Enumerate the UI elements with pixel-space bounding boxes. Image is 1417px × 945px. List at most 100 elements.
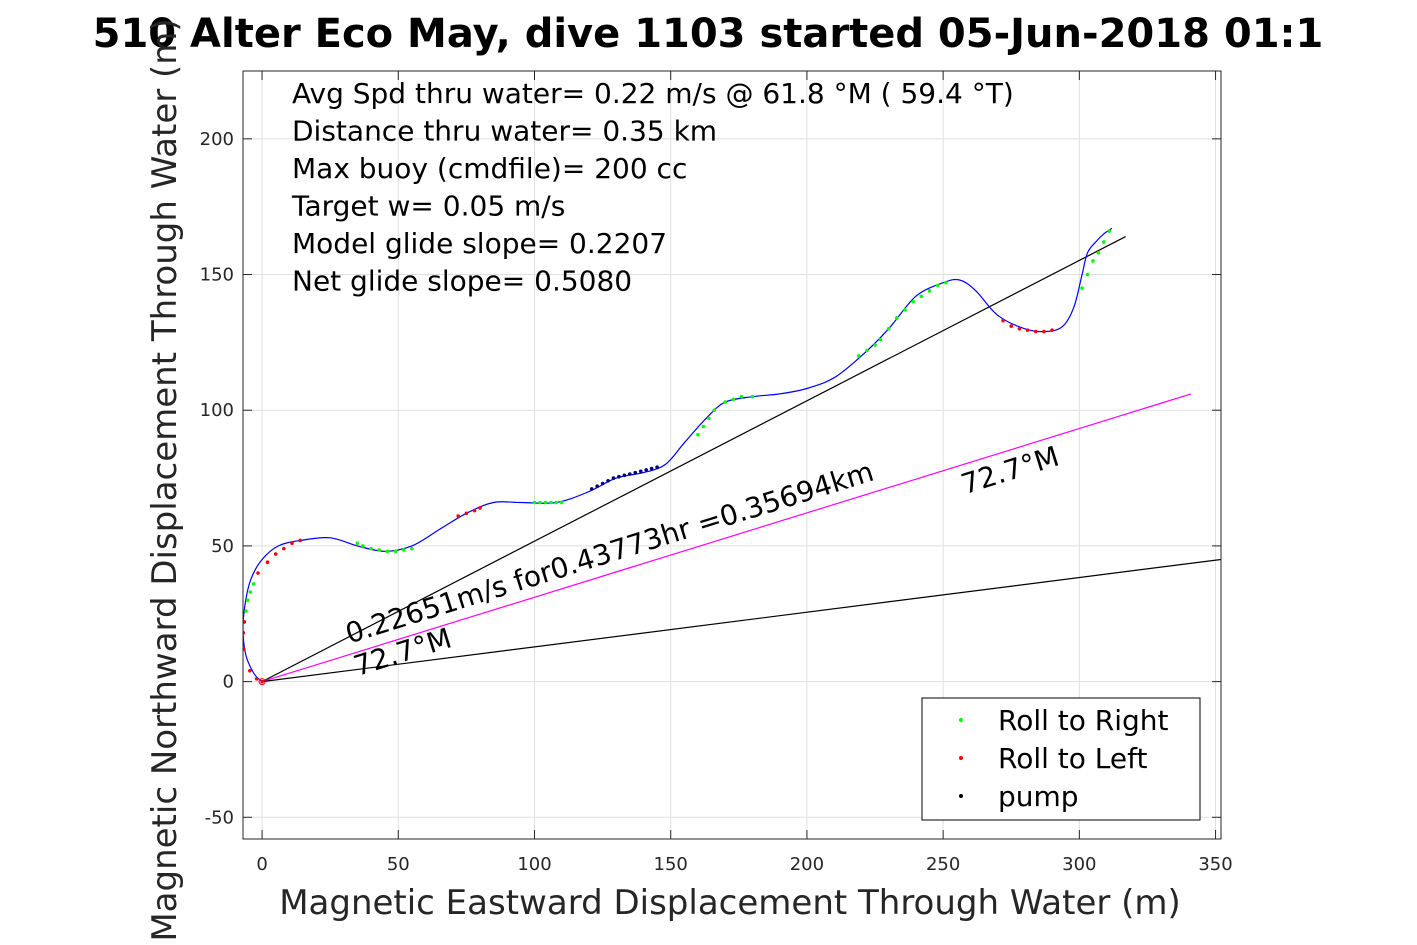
reference-line	[261, 558, 1221, 683]
marker-point	[731, 397, 736, 402]
x-axis-label: Magnetic Eastward Displacement Through W…	[279, 883, 1181, 923]
marker-point	[243, 620, 247, 624]
track-path	[243, 227, 1113, 683]
marker-point	[549, 500, 553, 505]
marker-point	[401, 548, 406, 552]
x-tick-label: 0	[256, 854, 267, 875]
marker-point	[589, 487, 594, 491]
marker-point	[1033, 329, 1038, 334]
x-tick-label: 100	[517, 854, 551, 875]
marker-point	[532, 500, 537, 505]
marker-point	[245, 598, 250, 602]
marker-point	[903, 308, 907, 312]
marker-point	[1085, 272, 1090, 277]
marker-point	[649, 466, 654, 471]
marker-point	[265, 560, 270, 564]
x-tick-label: 200	[790, 854, 824, 875]
marker-point	[944, 280, 948, 285]
marker-point	[290, 541, 294, 545]
marker-point	[606, 478, 610, 483]
marker-point	[355, 541, 360, 545]
annotation-line: Distance thru water= 0.35 km	[292, 115, 717, 148]
marker-point	[472, 508, 477, 513]
marker-point	[1001, 318, 1005, 323]
marker-point	[927, 289, 932, 293]
axis-ticks: 0 50 100 150 200 250 300 350 -50 0 50 100 150 200	[200, 71, 1233, 875]
start-point	[258, 678, 266, 686]
y-tick-label: 100	[200, 400, 234, 421]
marker-point	[559, 500, 564, 505]
marker-point	[935, 283, 940, 288]
marker-point	[478, 506, 482, 510]
track-line	[243, 227, 1113, 683]
legend-marker	[959, 718, 963, 722]
y-tick-label: 50	[211, 536, 234, 557]
marker-point	[600, 481, 605, 486]
y-tick-label: 0	[223, 672, 234, 693]
marker-point	[1080, 286, 1084, 290]
marker-point	[243, 630, 246, 635]
reference-lines	[261, 236, 1221, 683]
y-tick-label: 150	[200, 265, 234, 286]
marker-point	[298, 538, 303, 543]
marker-point	[543, 500, 548, 505]
marker-point	[895, 316, 899, 320]
legend-marker	[959, 756, 963, 760]
marker-point	[1017, 327, 1022, 331]
marker-point	[244, 609, 248, 613]
marker-point	[410, 546, 414, 551]
marker-point	[369, 546, 373, 551]
marker-point	[393, 549, 398, 554]
marker-point	[696, 432, 700, 437]
y-tick-label: -50	[205, 807, 234, 828]
reference-line	[261, 393, 1192, 683]
marker-point	[1050, 328, 1054, 332]
x-tick-label: 50	[387, 854, 410, 875]
annotation-line: Model glide slope= 0.2207	[292, 227, 667, 260]
marker-point	[538, 500, 542, 505]
marker-point	[273, 552, 278, 556]
marker-point	[260, 679, 264, 684]
marker-point	[248, 668, 252, 673]
marker-point	[611, 476, 616, 480]
marker-point	[243, 647, 246, 651]
chart-title: 510 Alter Eco May, dive 1103 started 05-…	[93, 11, 1324, 57]
reference-line	[261, 236, 1126, 683]
annotation-line: Target w= 0.05 m/s	[291, 190, 565, 223]
legend-label: pump	[998, 780, 1079, 813]
marker-point	[750, 394, 755, 399]
x-tick-label: 150	[654, 854, 688, 875]
marker-point	[554, 500, 559, 505]
marker-point	[1009, 324, 1014, 328]
marker-point	[251, 582, 256, 586]
marker-point	[1091, 259, 1095, 263]
marker-point	[282, 546, 286, 551]
marker-point	[254, 677, 259, 681]
marker-point	[878, 337, 883, 342]
annotation-line: Net glide slope= 0.5080	[292, 265, 632, 298]
marker-point	[712, 408, 717, 413]
plot-frame	[242, 70, 1222, 840]
marker-point	[617, 474, 621, 479]
marker-point	[1096, 251, 1101, 255]
markers	[243, 229, 1112, 686]
grid	[243, 71, 1221, 839]
marker-point	[919, 294, 924, 299]
marker-point	[701, 424, 706, 429]
marker-point	[361, 544, 365, 548]
marker-point	[865, 348, 869, 353]
marker-point	[856, 354, 861, 358]
legend: Roll to Right Roll to Left pump	[921, 697, 1201, 821]
marker-point	[739, 394, 744, 399]
y-axis-label: Magnetic Northward Displacement Through …	[145, 18, 185, 941]
marker-point	[1042, 329, 1046, 334]
marker-point	[873, 343, 877, 347]
marker-point	[633, 470, 638, 475]
marker-point	[628, 472, 632, 476]
marker-point	[886, 327, 891, 331]
marker-point	[707, 416, 711, 421]
legend-marker	[959, 794, 963, 798]
marker-point	[385, 549, 390, 554]
marker-point	[256, 571, 260, 575]
marker-point	[644, 468, 648, 472]
